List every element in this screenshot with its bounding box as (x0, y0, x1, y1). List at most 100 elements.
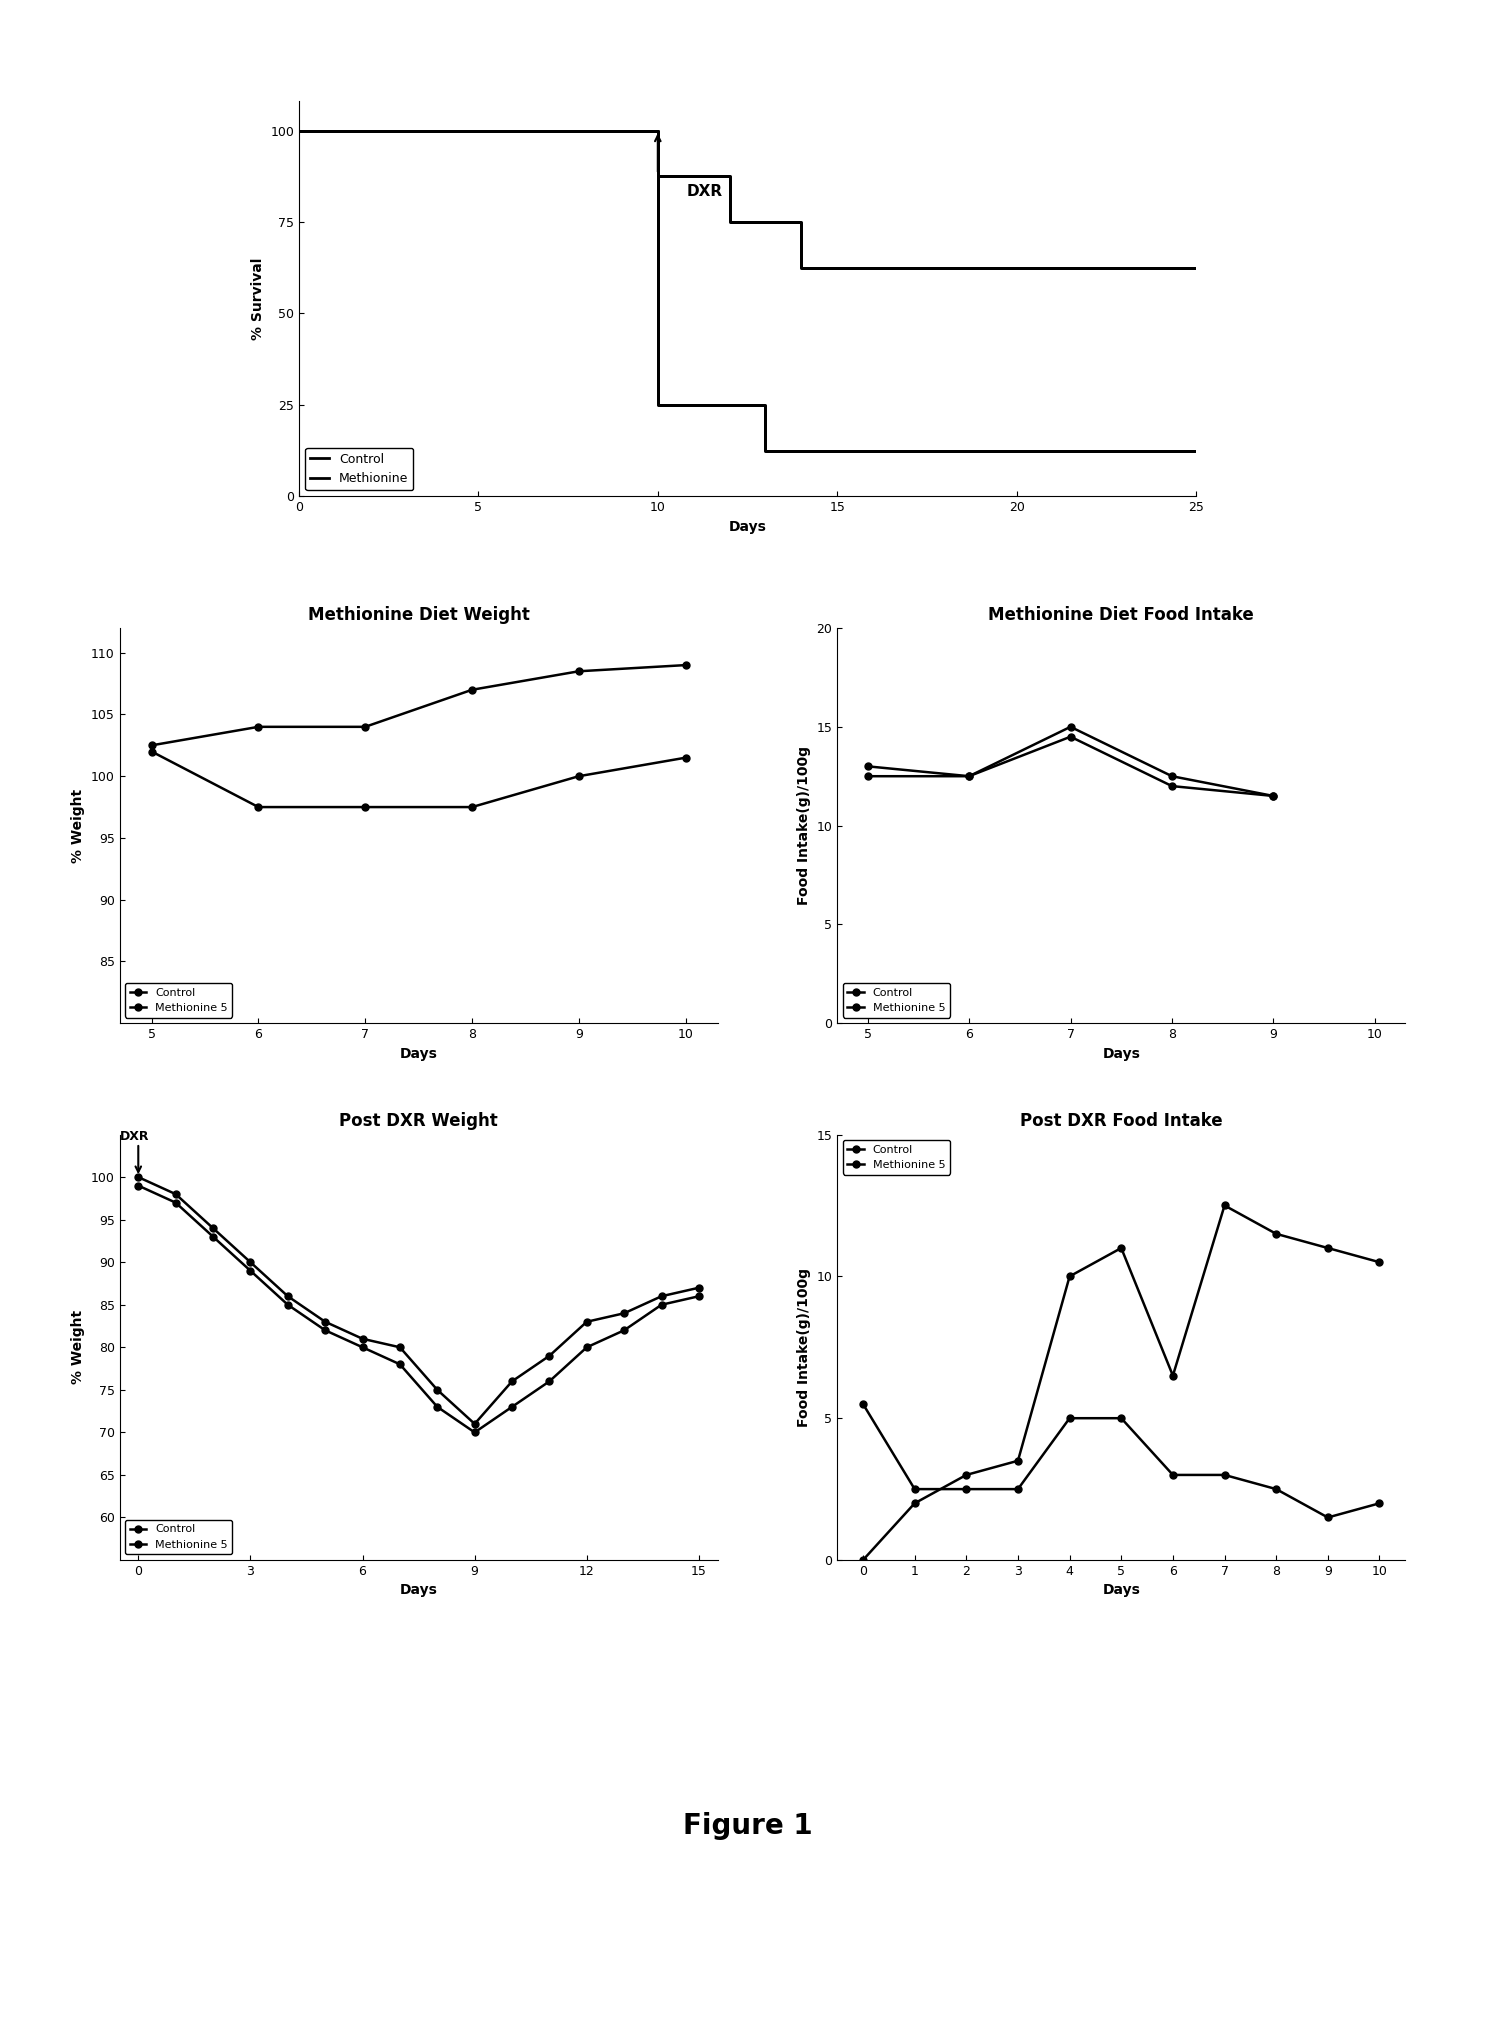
X-axis label: Days: Days (1102, 1584, 1141, 1596)
Methionine 5 (203, 1216, 223, 1240)
Control (1165, 1463, 1183, 1487)
Control (392, 1351, 410, 1376)
Control (1215, 1463, 1233, 1487)
Y-axis label: Food Intake(g)/100g: Food Intake(g)/100g (797, 746, 810, 906)
Methionine 5 (854, 1548, 872, 1572)
Methionine 5 (502, 1370, 520, 1394)
Control (649, 164, 667, 188)
Control (1008, 255, 1026, 280)
Methionine 5 (1165, 1363, 1183, 1388)
Control (792, 211, 810, 235)
Y-axis label: % Weight: % Weight (72, 1311, 85, 1384)
Methionine (972, 438, 990, 462)
Control (502, 1394, 520, 1418)
Line: Methionine 5: Methionine 5 (864, 723, 1277, 800)
Methionine 5 (689, 1276, 709, 1301)
Control (960, 764, 978, 788)
Control (1319, 1505, 1337, 1530)
Methionine (756, 393, 774, 417)
Methionine 5 (1371, 1250, 1389, 1274)
Control (1371, 1491, 1389, 1515)
Control (167, 1191, 185, 1216)
Control (906, 1477, 924, 1501)
Methionine 5 (1163, 764, 1181, 788)
Methionine 5 (858, 764, 876, 788)
Methionine 5 (392, 1335, 410, 1359)
Control (1061, 725, 1079, 750)
Control (356, 794, 374, 819)
Title: Methionine Diet Food Intake: Methionine Diet Food Intake (988, 606, 1254, 624)
Methionine 5 (577, 1309, 595, 1333)
Methionine (1187, 438, 1205, 462)
Methionine 5 (1009, 1449, 1027, 1473)
Methionine 5 (1265, 784, 1283, 808)
Control (1187, 255, 1205, 280)
Control (278, 1293, 296, 1317)
Methionine 5 (1268, 1222, 1286, 1246)
Control (721, 164, 739, 188)
Line: Methionine 5: Methionine 5 (148, 663, 689, 750)
Methionine 5 (142, 733, 160, 758)
Methionine 5 (1319, 1236, 1337, 1260)
Control (142, 739, 160, 764)
Methionine (972, 438, 990, 462)
Methionine 5 (463, 677, 481, 701)
Text: DXR: DXR (120, 1131, 150, 1143)
Control (463, 794, 481, 819)
Control (652, 1293, 670, 1317)
Line: Control: Control (299, 130, 1196, 267)
Control (577, 1335, 595, 1359)
Line: Methionine 5: Methionine 5 (135, 1173, 703, 1428)
Control (290, 118, 308, 142)
X-axis label: Days: Days (399, 1047, 438, 1060)
Control (130, 1173, 148, 1197)
Methionine 5 (1112, 1236, 1130, 1260)
Control (466, 1420, 484, 1445)
Control (317, 1319, 335, 1343)
Methionine 5 (541, 1343, 559, 1368)
Control (858, 754, 876, 778)
Text: Figure 1: Figure 1 (683, 1811, 812, 1840)
Control (242, 1258, 260, 1282)
Methionine 5 (570, 658, 588, 683)
Text: DXR: DXR (686, 184, 722, 199)
Control (616, 1319, 634, 1343)
Line: Control: Control (148, 748, 689, 810)
Control (957, 1477, 975, 1501)
Y-axis label: % Survival: % Survival (251, 257, 265, 340)
Legend: Control, Methionine: Control, Methionine (305, 448, 414, 490)
Methionine 5 (677, 652, 695, 677)
Methionine 5 (242, 1250, 260, 1274)
Line: Methionine 5: Methionine 5 (860, 1201, 1383, 1564)
Methionine 5 (167, 1181, 185, 1205)
Methionine 5 (1061, 715, 1079, 739)
Methionine 5 (616, 1301, 634, 1325)
Title: Methionine Diet Weight: Methionine Diet Weight (308, 606, 529, 624)
Methionine 5 (466, 1412, 484, 1436)
Control (1008, 255, 1026, 280)
Control (677, 746, 695, 770)
Control (792, 255, 810, 280)
Control (428, 1394, 446, 1418)
Methionine 5 (906, 1491, 924, 1515)
Methionine 5 (1060, 1264, 1078, 1289)
X-axis label: Days: Days (399, 1584, 438, 1596)
Methionine 5 (353, 1327, 371, 1351)
Control (1060, 1406, 1078, 1430)
Methionine 5 (428, 1378, 446, 1402)
Methionine (649, 118, 667, 142)
Control (689, 1284, 709, 1309)
Control (1112, 1406, 1130, 1430)
Line: Control: Control (135, 1181, 703, 1436)
Methionine (756, 438, 774, 462)
Methionine 5 (250, 715, 268, 739)
Legend: Control, Methionine 5: Control, Methionine 5 (126, 1520, 232, 1554)
Control (570, 764, 588, 788)
Control (854, 1392, 872, 1416)
Y-axis label: % Weight: % Weight (72, 788, 85, 863)
Methionine 5 (317, 1309, 335, 1333)
Title: Post DXR Weight: Post DXR Weight (339, 1112, 498, 1131)
X-axis label: Days: Days (1102, 1047, 1141, 1060)
Methionine 5 (957, 1463, 975, 1487)
Methionine (649, 393, 667, 417)
